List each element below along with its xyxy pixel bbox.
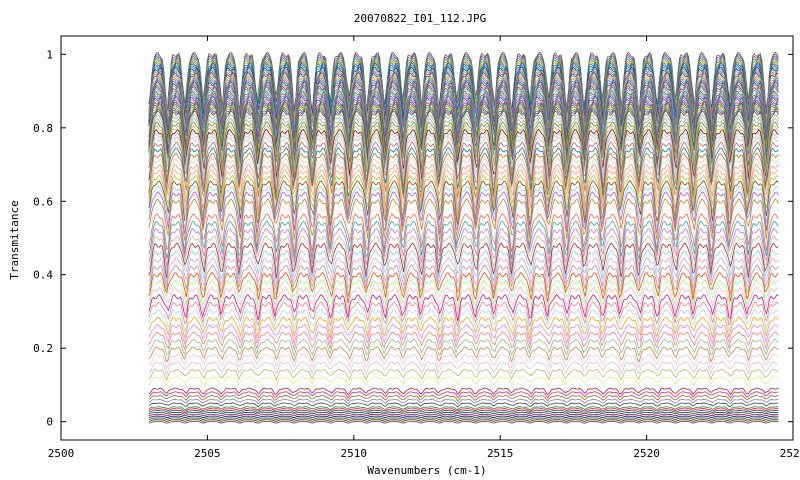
series-line: [148, 213, 779, 254]
series-line: [148, 415, 779, 419]
series-line: [148, 383, 779, 393]
series-line: [148, 136, 779, 191]
series-line: [148, 227, 779, 267]
x-axis-title: Wavenumbers (cm-1): [367, 464, 486, 477]
y-tick-label: 0.8: [33, 122, 53, 135]
series-line: [148, 398, 779, 405]
series-line: [148, 152, 779, 204]
series-line: [148, 242, 779, 279]
series-line: [148, 257, 779, 291]
series-line: [148, 391, 779, 399]
series-line: [148, 410, 779, 414]
x-tick-label: 2520: [633, 447, 660, 460]
series-line: [148, 323, 779, 346]
series-line: [148, 235, 779, 274]
series-line: [148, 191, 779, 236]
series-line: [148, 338, 779, 358]
y-tick-label: 0.2: [33, 342, 53, 355]
series-line: [148, 220, 779, 260]
series-line: [148, 421, 779, 424]
series-line: [148, 331, 779, 352]
series-line: [148, 205, 779, 248]
chart-title: 20070822_I01_112.JPG: [354, 12, 486, 25]
series-layer: [148, 51, 779, 424]
y-axis-title: Transmitance: [8, 200, 21, 279]
series-line: [148, 132, 779, 189]
series-line: [148, 158, 779, 210]
x-tick-label: 2510: [341, 447, 368, 460]
series-line: [148, 163, 779, 214]
series-line: [148, 169, 779, 219]
x-tick-label: 2500: [48, 447, 75, 460]
x-tick-label: 2505: [194, 447, 221, 460]
series-line: [148, 406, 779, 411]
plot-frame: [60, 35, 794, 441]
series-line: [148, 376, 779, 388]
series-line: [148, 279, 779, 309]
series-line: [148, 411, 779, 415]
series-line: [148, 264, 779, 297]
series-line: [148, 308, 779, 333]
series-line: [148, 316, 779, 339]
series-line: [148, 395, 779, 402]
series-line: [148, 286, 779, 316]
y-tick-label: 1: [46, 48, 53, 61]
series-line: [148, 271, 779, 304]
y-tick-label: 0.6: [33, 195, 53, 208]
x-tick-label: 2525: [780, 447, 800, 460]
series-line: [148, 128, 779, 185]
series-line: [148, 249, 779, 285]
series-line: [148, 402, 779, 408]
series-line: [148, 387, 779, 396]
series-line: [148, 413, 779, 417]
series-line: [148, 147, 779, 200]
series-line: [148, 141, 779, 196]
series-line: [148, 301, 779, 328]
y-tick-label: 0: [46, 416, 53, 429]
x-tick-label: 2515: [487, 447, 514, 460]
y-tick-label: 0.4: [33, 269, 53, 282]
series-line: [148, 353, 779, 370]
series-line: [148, 419, 779, 422]
tick-layer: 2500 2505 2510 2515 2520 2525 0 0.2 0.4 0.6 0.8 1: [33, 36, 800, 460]
series-line: [148, 368, 779, 382]
series-line: [148, 361, 779, 376]
series-line: [148, 417, 779, 420]
series-line: [148, 408, 779, 412]
series-line: [148, 198, 779, 242]
series-line: [148, 293, 779, 322]
series-line: [148, 346, 779, 364]
